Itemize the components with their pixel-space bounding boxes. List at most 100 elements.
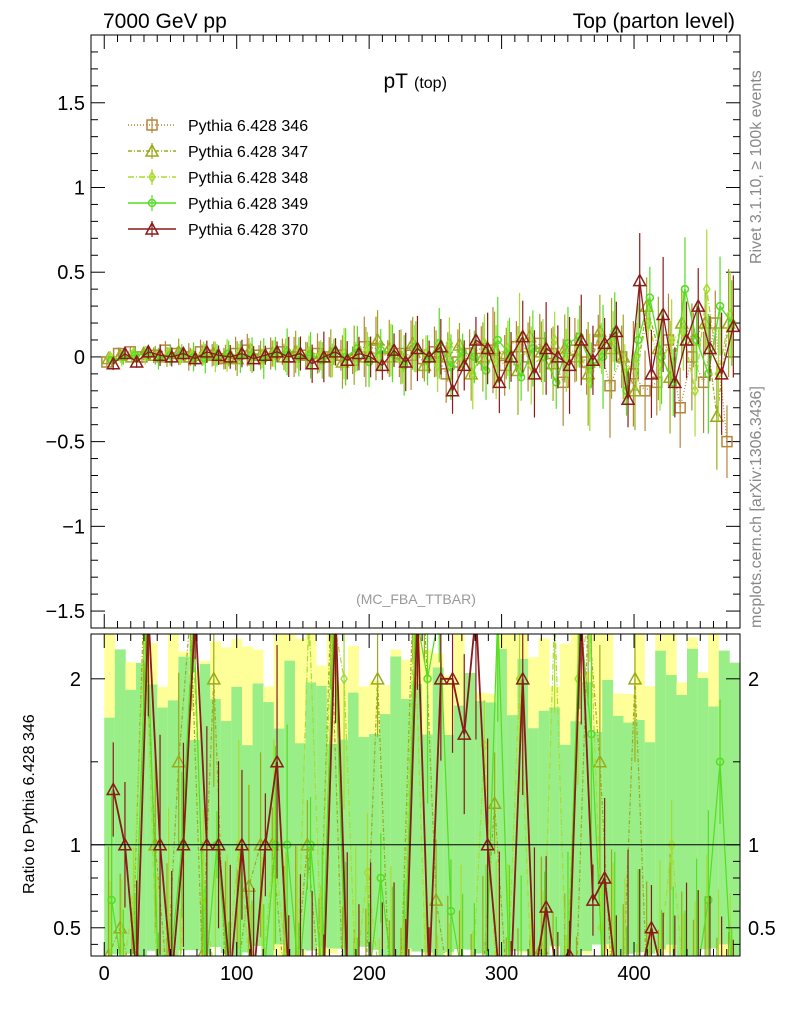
ratio-plot-panel: 0.5 0.5 1 1 2 2 0 100 200 300 400 Ratio to Pythia… <box>21 633 776 985</box>
ratio-point <box>592 754 608 768</box>
data-point <box>562 357 577 372</box>
data-point <box>620 391 636 406</box>
data-point <box>375 357 390 372</box>
data-point <box>456 357 472 372</box>
uncertainty-band-inner <box>528 728 539 956</box>
data-point <box>667 374 683 389</box>
data-point <box>470 352 479 362</box>
x-tick-label: 200 <box>352 963 385 985</box>
ratio-point <box>423 674 432 684</box>
uncertainty-band-inner <box>475 701 486 954</box>
ratio-series-5 <box>105 634 734 956</box>
data-point <box>503 349 519 363</box>
x-tick-label: 400 <box>617 963 650 985</box>
uncertainty-band-inner <box>708 706 720 949</box>
series-5 <box>105 233 740 436</box>
ratio-point <box>269 754 285 768</box>
data-point <box>281 349 297 363</box>
ratio-y-tick-label-right: 0.5 <box>748 918 776 940</box>
ratio-point <box>445 671 460 685</box>
ratio-point <box>715 757 725 767</box>
data-point <box>234 345 250 360</box>
series-4 <box>107 237 736 434</box>
data-point <box>398 354 414 368</box>
data-point <box>211 347 226 361</box>
legend-label: Pythia 6.428 346 <box>188 118 308 135</box>
ratio-point <box>538 899 554 913</box>
uncertainty-band-inner <box>570 721 582 956</box>
main-x-ticks <box>90 35 741 628</box>
uncertainty-band-inner <box>231 686 243 956</box>
ratio-y-tick-label-right: 1 <box>748 835 759 857</box>
data-point <box>421 349 437 363</box>
data-point <box>714 366 729 380</box>
data-point <box>702 282 711 296</box>
data-point <box>458 347 467 357</box>
main-plot-panel: −1.5 −1 −0.5 0 0.5 1 1.5 pT (top) (MC_FBA_TTBA… <box>46 34 741 629</box>
data-point <box>527 366 542 380</box>
main-y-axis: −1.5 −1 −0.5 0 0.5 1 1.5 <box>46 34 740 629</box>
data-point <box>201 354 210 363</box>
y-tick-label: −1.5 <box>46 601 85 623</box>
data-point <box>339 352 355 367</box>
y-tick-label: 1 <box>74 177 85 199</box>
uncertainty-band-inner <box>411 683 423 952</box>
uncertainty-band-inner <box>644 742 656 954</box>
legend-item: Pythia 6.428 347 <box>128 143 308 161</box>
uncertainty-band-inner <box>347 692 359 956</box>
data-point <box>609 323 624 338</box>
uncertainty-band-inner <box>634 719 645 953</box>
data-point <box>704 369 713 379</box>
y-tick-label: 0 <box>74 347 85 369</box>
watermark-analysis-name: (MC_FBA_TTBAR) <box>356 591 476 607</box>
y-tick-label: −0.5 <box>46 432 85 454</box>
ratio-y-axis-label: Ratio to Pythia 6.428 346 <box>21 714 38 894</box>
data-point <box>117 345 133 360</box>
data-point <box>550 349 566 363</box>
data-point <box>328 344 343 358</box>
data-point <box>679 332 694 346</box>
data-point <box>446 362 456 372</box>
uncertainty-band-inner <box>538 710 550 955</box>
data-point <box>492 374 507 389</box>
data-point <box>480 340 495 355</box>
data-point <box>481 366 491 375</box>
data-point <box>433 339 449 353</box>
data-point <box>598 352 608 362</box>
data-point <box>376 345 386 355</box>
data-point <box>691 384 699 398</box>
uncertainty-band-inner <box>157 707 169 956</box>
ratio-plot-frame <box>90 633 741 957</box>
uncertainty-band-inner <box>496 649 508 956</box>
data-point <box>164 349 180 363</box>
data-point <box>563 339 573 348</box>
ratio-y-axis: 0.5 0.5 1 1 2 2 <box>53 669 776 945</box>
data-point <box>726 318 740 333</box>
ratio-point <box>627 671 643 685</box>
ratio-point <box>206 671 222 685</box>
uncertainty-band-inner <box>326 743 338 949</box>
data-point <box>269 344 285 358</box>
uncertainty-band-inner <box>591 731 603 945</box>
data-point <box>721 435 733 448</box>
ratio-point <box>565 947 574 956</box>
legend-label: Pythia 6.428 349 <box>188 196 308 213</box>
data-point <box>141 344 156 358</box>
ratio-series-line <box>124 634 683 956</box>
ratio-point <box>433 671 449 685</box>
uncertainty-band-inner <box>687 648 698 956</box>
ratio-series-group <box>104 634 734 956</box>
data-point <box>293 345 308 360</box>
legend-item: Pythia 6.428 346 <box>128 117 308 135</box>
legend-item: Pythia 6.428 348 <box>128 169 308 187</box>
data-point <box>692 335 701 345</box>
ratio-point <box>171 754 186 768</box>
data-point <box>709 408 725 422</box>
x-tick-label: 100 <box>220 963 253 985</box>
data-point <box>106 350 114 364</box>
uncertainty-band-inner <box>273 728 285 945</box>
uncertainty-band-inner <box>210 699 222 947</box>
ratio-y-tick-label-right: 2 <box>748 669 759 691</box>
ratio-point <box>107 895 116 905</box>
